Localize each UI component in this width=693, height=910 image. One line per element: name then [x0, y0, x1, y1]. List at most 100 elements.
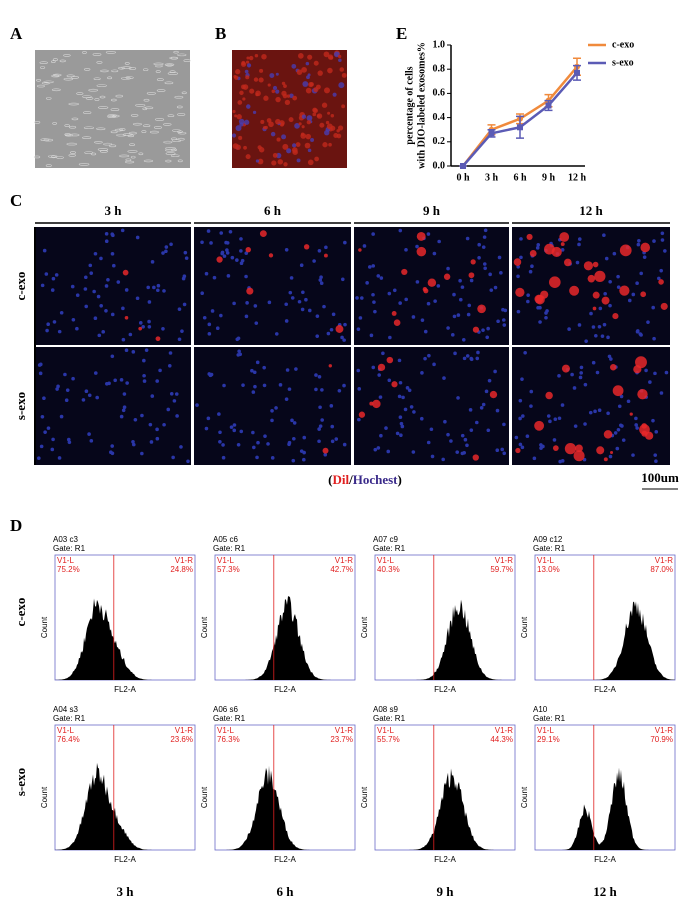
nucleus: [166, 407, 171, 412]
nucleus: [446, 266, 450, 271]
nucleus: [372, 300, 376, 304]
y-tick-label: 0.6: [433, 88, 446, 99]
nucleus: [215, 326, 220, 331]
cell: [96, 84, 107, 87]
nucleus: [167, 363, 172, 368]
cell: [69, 151, 76, 154]
nucleus: [398, 380, 403, 385]
dil-signal: [637, 388, 648, 400]
nucleus: [241, 383, 245, 387]
nucleus: [67, 440, 72, 445]
nucleus: [245, 301, 249, 305]
y-label: Count: [520, 616, 529, 638]
nucleus: [264, 125, 268, 130]
dil-signal: [658, 279, 664, 285]
cell: [68, 154, 76, 157]
cell: [176, 105, 183, 109]
nucleus: [195, 403, 199, 407]
nucleus: [593, 409, 597, 414]
nucleus: [226, 274, 231, 278]
nucleus: [104, 284, 109, 288]
legend-label: s-exo: [612, 57, 634, 68]
nucleus: [486, 326, 490, 331]
nucleus: [297, 299, 302, 304]
dil-signal: [594, 270, 606, 282]
y-tick-label: 1.0: [433, 39, 446, 50]
nucleus: [326, 331, 331, 336]
cell: [103, 142, 113, 146]
cell: [66, 142, 77, 146]
nucleus: [433, 299, 437, 303]
dil-signal: [323, 253, 328, 258]
gate-left: V1-L: [217, 556, 234, 565]
nucleus: [175, 414, 179, 418]
nucleus: [432, 362, 436, 367]
nucleus: [589, 311, 593, 316]
nucleus: [452, 292, 456, 297]
nucleus: [560, 403, 565, 407]
dil-signal: [335, 325, 344, 333]
nucleus: [147, 319, 151, 324]
nucleus: [560, 248, 565, 252]
nucleus: [299, 263, 304, 268]
nucleus: [235, 125, 242, 132]
dil-signal: [592, 261, 599, 268]
cell: [129, 131, 137, 135]
nucleus: [162, 289, 166, 293]
nucleus: [485, 335, 490, 340]
nucleus: [307, 73, 311, 77]
nucleus: [577, 323, 582, 327]
nucleus: [300, 132, 305, 137]
row-label: c-exo: [13, 598, 28, 627]
nucleus: [238, 135, 243, 141]
nucleus: [313, 60, 319, 66]
cell: [130, 155, 136, 159]
cell: [141, 130, 147, 133]
dil-signal: [619, 244, 632, 257]
nucleus: [373, 447, 378, 452]
x-tick-label: 0 h: [456, 172, 470, 183]
nucleus: [461, 338, 466, 342]
gate-left-pct: 55.7%: [377, 735, 400, 744]
cell: [164, 81, 174, 85]
nucleus: [314, 387, 318, 392]
nucleus: [302, 450, 306, 455]
nucleus: [631, 292, 636, 297]
nucleus: [476, 350, 480, 355]
dil-signal: [268, 253, 274, 258]
nucleus: [489, 288, 494, 292]
cell: [84, 151, 94, 154]
cell: [169, 70, 176, 74]
sample-name: A09 c12: [533, 535, 563, 544]
nucleus: [463, 437, 468, 442]
nucleus: [538, 320, 542, 324]
nucleus: [241, 84, 246, 90]
cell: [78, 163, 90, 166]
x-tick-label: 12 h: [568, 172, 587, 183]
nucleus: [519, 237, 523, 241]
cell: [119, 128, 126, 131]
nucleus: [252, 445, 256, 450]
nucleus: [616, 274, 620, 279]
nucleus: [377, 373, 381, 377]
nucleus: [51, 437, 55, 442]
nucleus: [469, 356, 474, 361]
nucleus: [400, 424, 405, 429]
cell: [146, 92, 156, 95]
nucleus: [546, 414, 551, 418]
dil-signal: [386, 356, 394, 364]
panel-label: B: [215, 24, 226, 43]
nucleus: [572, 386, 577, 390]
nucleus: [306, 120, 311, 125]
nucleus: [104, 239, 109, 244]
nucleus: [271, 160, 277, 166]
nucleus: [365, 281, 369, 285]
nucleus: [164, 249, 168, 254]
nucleus: [270, 456, 275, 460]
nucleus: [466, 312, 471, 317]
nucleus: [164, 245, 169, 249]
nucleus: [653, 453, 658, 457]
nucleus: [87, 432, 91, 436]
nucleus: [57, 456, 62, 460]
cell: [83, 126, 95, 130]
